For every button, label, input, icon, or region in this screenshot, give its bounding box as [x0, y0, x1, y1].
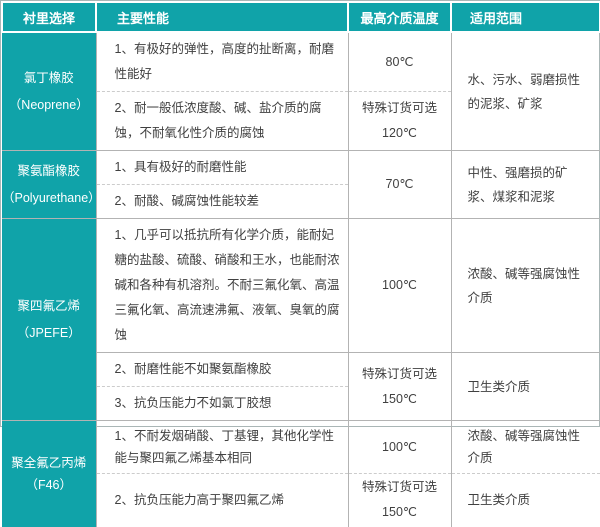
- header-row: 衬里选择 主要性能 最高介质温度 适用范围: [1, 1, 600, 33]
- header-cell-max-temp: 最高介质温度: [347, 1, 452, 33]
- application-cell: 浓酸、碱等强腐蚀性介质: [450, 420, 600, 474]
- lining-name-cell-polyurethane: 聚氨酯橡胶 （Polyurethane）: [2, 150, 96, 219]
- lining-name-en: （F46）: [25, 477, 73, 492]
- application-cell: 中性、强磨损的矿浆、煤浆和泥浆: [450, 150, 600, 219]
- table-row: 氯丁橡胶 （Neoprene） 1、有极好的弹性，高度的扯断离，耐磨性能好 80…: [2, 32, 600, 151]
- header-cell-lining: 衬里选择: [1, 1, 97, 33]
- application-cell: 浓酸、碱等强腐蚀性介质: [450, 218, 600, 353]
- performance-cell: 2、耐磨性能不如聚氨酯橡胶: [95, 352, 348, 387]
- performance-cell: 1、具有极好的耐磨性能: [95, 150, 348, 185]
- table-row: 聚全氟乙丙烯 （F46） 1、不耐发烟硝酸、丁基锂，其他化学性能与聚四氟乙烯基本…: [2, 420, 600, 527]
- temperature-value: 120℃: [382, 126, 417, 140]
- performance-cell: 2、抗负压能力高于聚四氟乙烯: [95, 473, 348, 527]
- table-row: 3、抗负压能力不如氯丁胶想: [2, 386, 600, 421]
- temperature-cell: 100℃: [347, 218, 451, 353]
- performance-cell: 1、有极好的弹性，高度的扯断离，耐磨性能好: [95, 32, 348, 92]
- lining-name-en: （Neoprene）: [8, 97, 89, 112]
- temperature-note: 特殊订货可选: [361, 366, 437, 381]
- performance-cell: 1、几乎可以抵抗所有化学介质，能耐妃糖的盐酸、硫酸、硝酸和王水，也能耐浓碱和各种…: [95, 218, 348, 353]
- lining-name-en: （Polyurethane）: [2, 190, 96, 205]
- performance-cell: 1、不耐发烟硝酸、丁基锂，其他化学性能与聚四氟乙烯基本相同: [95, 420, 348, 474]
- performance-cell: 3、抗负压能力不如氯丁胶想: [95, 386, 348, 421]
- lining-name-cn: 聚全氟乙丙烯: [11, 455, 87, 470]
- temperature-cell: 特殊订货可选 120℃: [347, 91, 451, 151]
- lining-name-cell-neoprene: 氯丁橡胶 （Neoprene）: [2, 32, 96, 151]
- lining-name-en: （JPEFE）: [16, 325, 81, 340]
- temperature-cell: 80℃: [347, 32, 451, 92]
- lining-name-cell-f46: 聚全氟乙丙烯 （F46）: [2, 420, 96, 527]
- temperature-value: 150℃: [382, 505, 417, 520]
- temperature-cell: 70℃: [347, 150, 451, 219]
- temperature-cell: 特殊订货可选 150℃: [347, 352, 451, 421]
- temperature-note: 特殊订货可选: [361, 101, 437, 115]
- table-row: 聚四氟乙烯 （JPEFE） 1、几乎可以抵抗所有化学介质，能耐妃糖的盐酸、硫酸、…: [2, 218, 600, 421]
- performance-cell: 2、耐一般低浓度酸、碱、盐介质的腐蚀，不耐氧化性介质的腐蚀: [95, 91, 348, 151]
- temperature-cell: 特殊订货可选 150℃: [347, 473, 451, 527]
- application-cell: 卫生类介质: [450, 352, 600, 421]
- lining-name-cn: 聚四氟乙烯: [17, 298, 80, 313]
- temperature-cell: 100℃: [347, 420, 451, 474]
- table-row: 2、耐磨性能不如聚氨酯橡胶 特殊订货可选 150℃ 卫生类介质: [2, 352, 600, 421]
- table-row: 聚氨酯橡胶 （Polyurethane） 1、具有极好的耐磨性能 70℃ 中性、…: [2, 150, 600, 219]
- lining-name-cn: 氯丁橡胶: [23, 70, 74, 85]
- temperature-value: 150℃: [382, 391, 417, 406]
- application-cell: 水、污水、弱磨损性的泥浆、矿浆: [450, 32, 600, 151]
- table-row: 2、耐酸、碱腐蚀性能较差: [2, 184, 600, 219]
- header-cell-application: 适用范围: [450, 1, 600, 33]
- performance-cell: 2、耐酸、碱腐蚀性能较差: [95, 184, 348, 219]
- lining-name-cell-jpefe: 聚四氟乙烯 （JPEFE）: [2, 218, 96, 421]
- application-cell: 卫生类介质: [450, 473, 600, 527]
- header-cell-performance: 主要性能: [95, 1, 349, 33]
- lining-name-cn: 聚氨酯橡胶: [17, 163, 80, 178]
- table-row: 2、耐一般低浓度酸、碱、盐介质的腐蚀，不耐氧化性介质的腐蚀 特殊订货可选 120…: [2, 91, 600, 151]
- temperature-note: 特殊订货可选: [361, 480, 437, 495]
